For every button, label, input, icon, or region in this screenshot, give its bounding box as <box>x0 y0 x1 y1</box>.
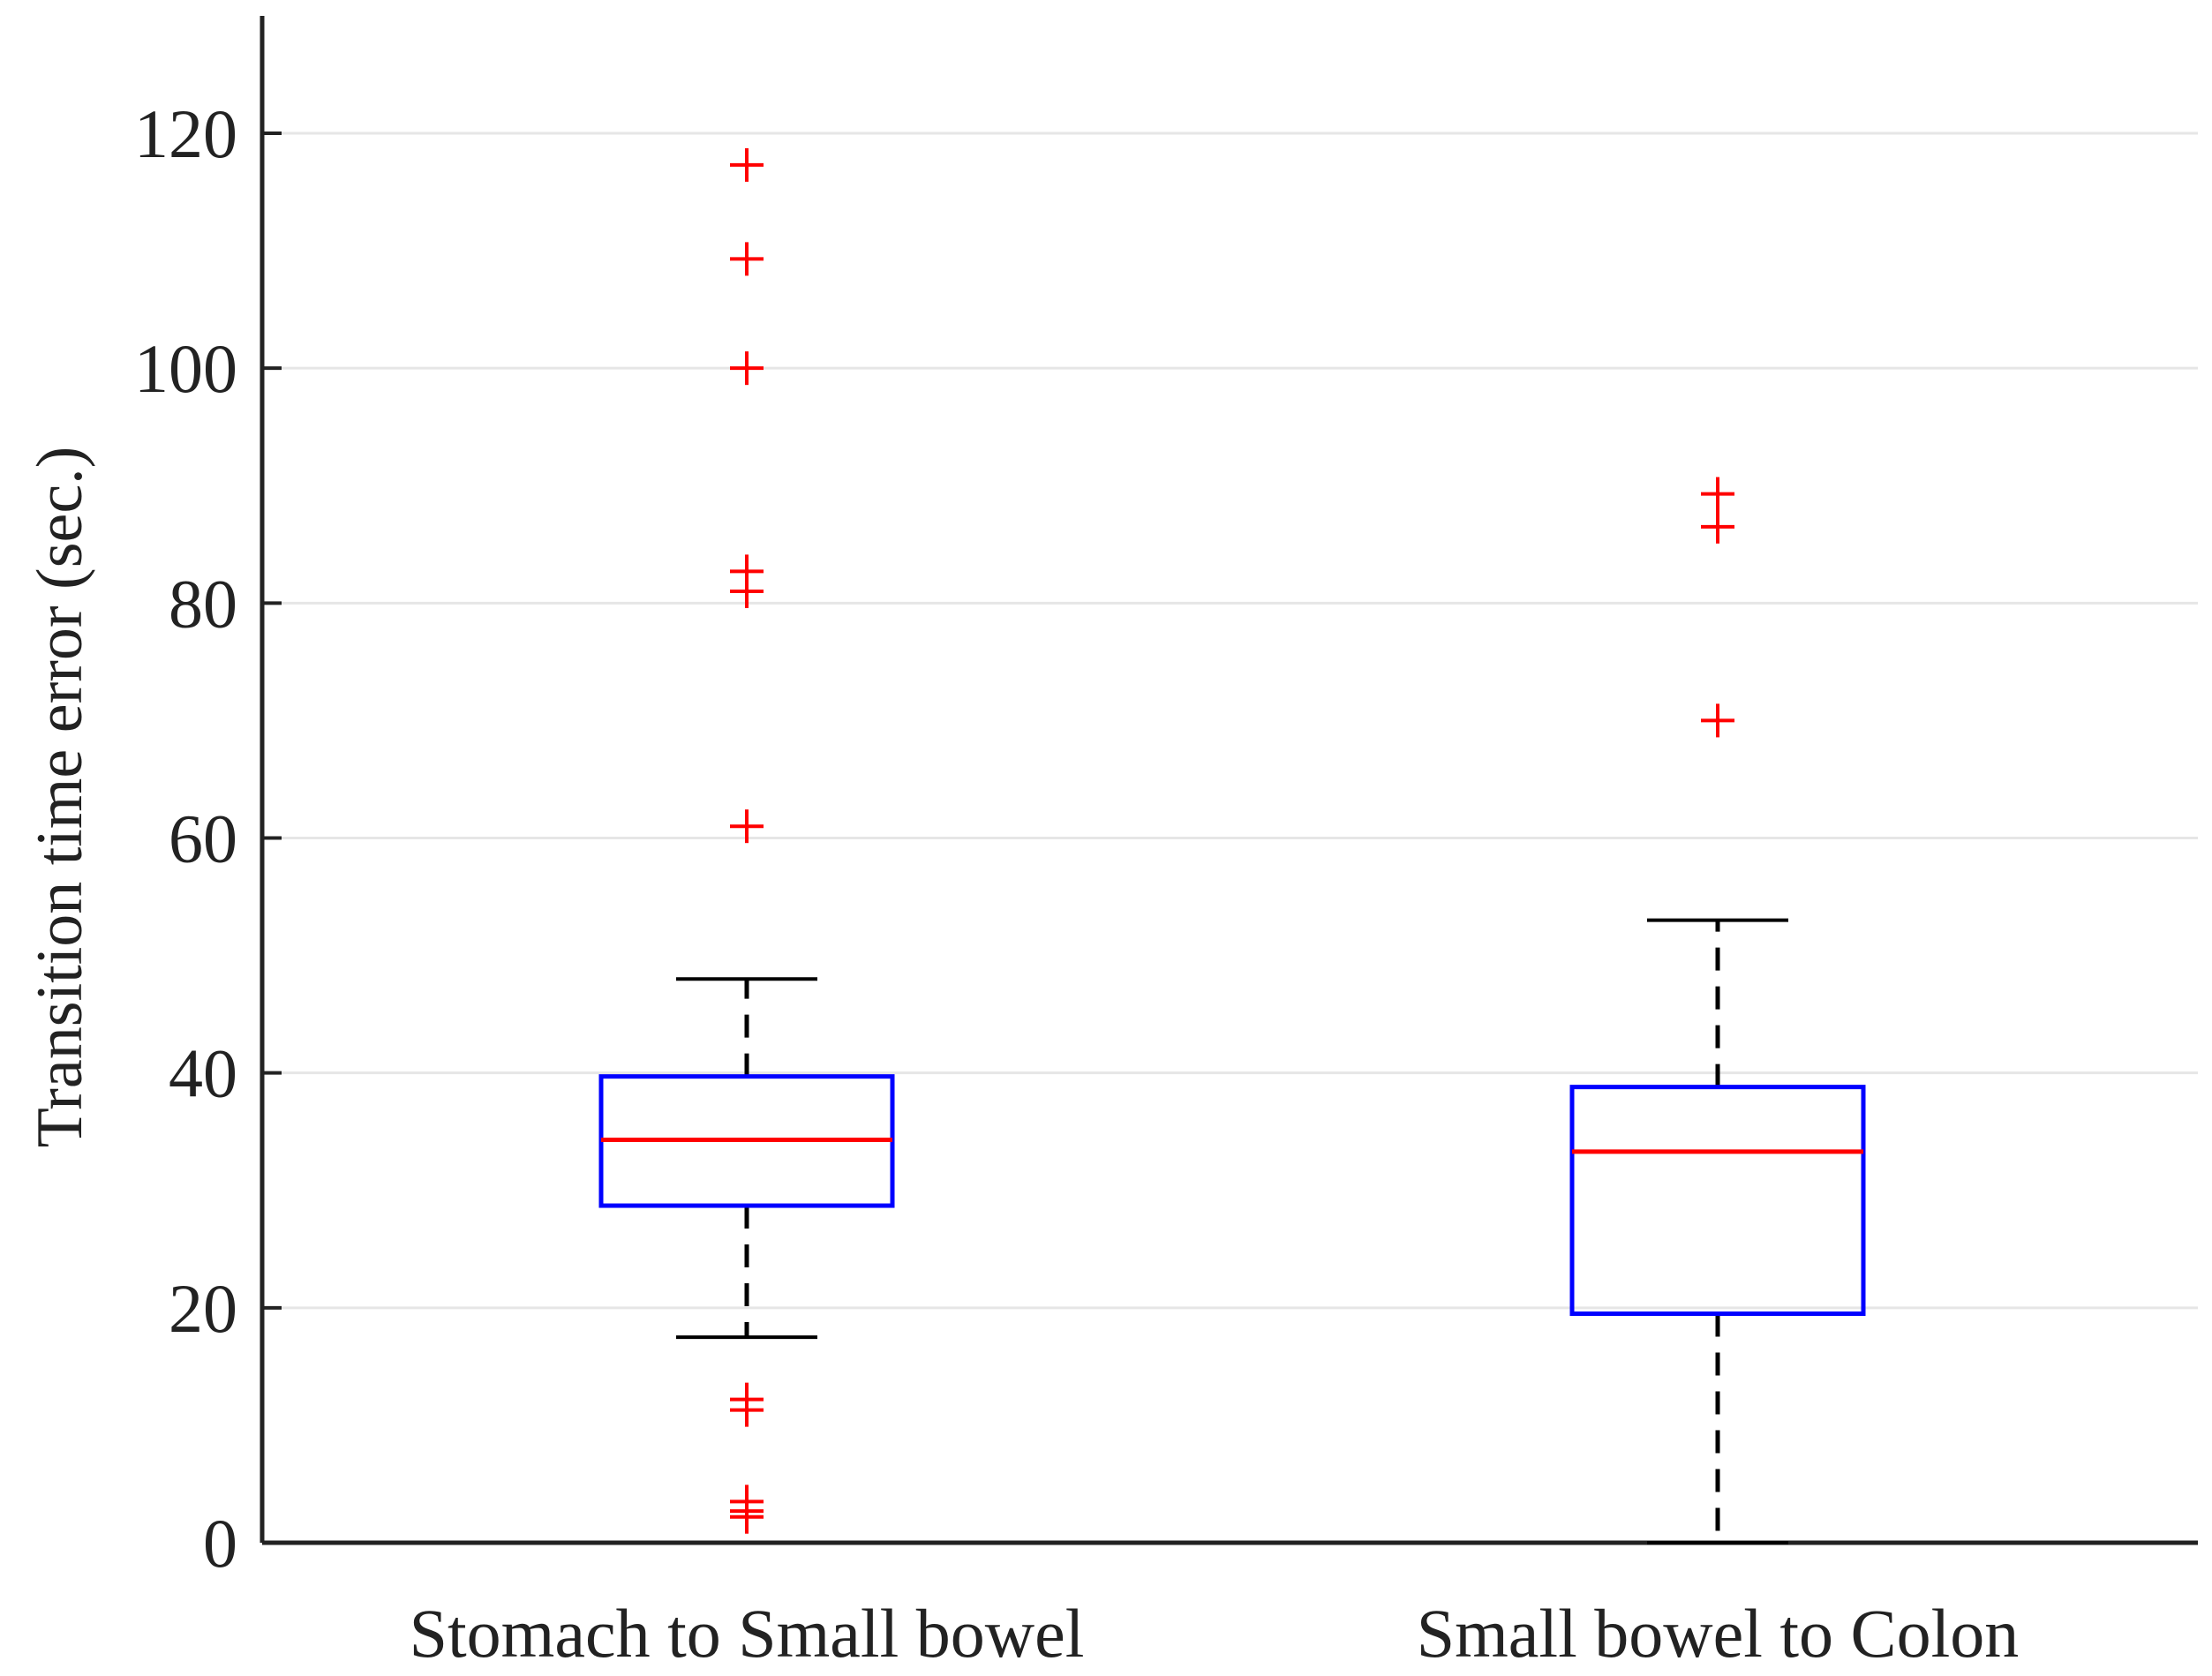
y-tick-label: 20 <box>169 1270 237 1347</box>
boxes <box>598 147 1866 1544</box>
box-1 <box>598 147 895 1534</box>
y-axis-title: Transition time error (sec.) <box>24 447 96 1148</box>
y-tick-label: 0 <box>203 1505 237 1582</box>
outlier-marker <box>730 575 764 609</box>
outlier-marker <box>730 1499 764 1534</box>
y-tick-label: 100 <box>134 330 237 407</box>
outlier-marker <box>730 351 764 386</box>
outlier-marker <box>1701 477 1734 511</box>
axes <box>260 16 2198 1545</box>
y-tick-label: 60 <box>169 800 237 877</box>
outlier-marker <box>730 809 764 844</box>
x-category-label: Stomach to Small bowel <box>410 1595 1085 1672</box>
y-tick-label: 120 <box>134 95 237 172</box>
box-2 <box>1569 477 1866 1544</box>
outlier-marker <box>730 147 764 182</box>
iqr-box <box>1569 1085 1866 1316</box>
outlier-marker <box>730 242 764 276</box>
y-ticks: 0 20 40 60 80 100 120 <box>134 95 282 1582</box>
y-tick-label: 80 <box>169 565 237 642</box>
y-tick-label: 40 <box>169 1035 237 1112</box>
category-labels: Stomach to Small bowel Small bowel to Col… <box>410 1595 2020 1672</box>
outlier-marker <box>1701 509 1734 544</box>
outlier-marker <box>1701 703 1734 738</box>
outlier-marker <box>730 1393 764 1427</box>
x-category-label: Small bowel to Colon <box>1417 1595 2020 1672</box>
gridlines <box>262 132 2198 1310</box>
